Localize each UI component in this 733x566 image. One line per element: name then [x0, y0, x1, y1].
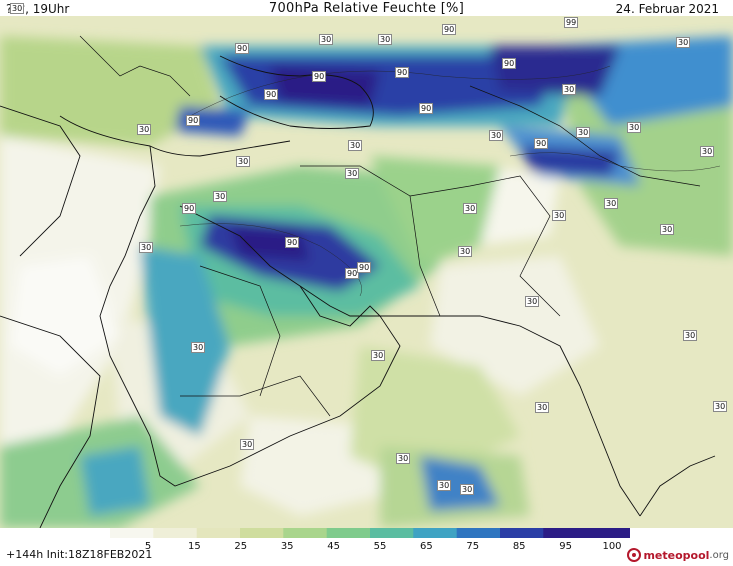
- contour-label: 90: [534, 138, 549, 149]
- contour-label: 30: [437, 480, 452, 491]
- contour-label: 30: [396, 453, 411, 464]
- legend-color-box: [326, 528, 371, 538]
- legend-tick: 75: [466, 541, 480, 552]
- init-time: +144h Init:18Z18FEB2021: [6, 548, 153, 561]
- forecast-date: 24. Februar 2021: [615, 2, 719, 16]
- contour-label: 99: [564, 17, 579, 28]
- contour-label: 90: [502, 58, 517, 69]
- legend-color-box: [196, 528, 241, 538]
- contour-label: 30: [660, 224, 675, 235]
- contour-label: 30: [552, 210, 567, 221]
- legend-tick: 25: [234, 541, 248, 552]
- logo-text: meteopool: [643, 548, 710, 562]
- humidity-map: [0, 16, 733, 528]
- contour-label: 30: [535, 402, 550, 413]
- contour-label: 30: [378, 34, 393, 45]
- contour-label: 30: [576, 127, 591, 138]
- legend-tick: 65: [420, 541, 433, 552]
- contour-label: 30: [627, 122, 642, 133]
- contour-label: 30: [460, 484, 475, 495]
- contour-label: 90: [264, 89, 279, 100]
- contour-label: 90: [285, 237, 300, 248]
- legend-color-box: [283, 528, 328, 538]
- contour-label: 30: [676, 37, 691, 48]
- legend-color-box: [543, 528, 588, 538]
- contour-label: 90: [312, 71, 327, 82]
- legend-tick: 15: [188, 541, 201, 552]
- legend-color-box: [240, 528, 284, 538]
- legend-tick: 35: [280, 541, 294, 552]
- contour-label: 30: [240, 439, 255, 450]
- legend-tick: 55: [373, 541, 387, 552]
- legend-color-box: [413, 528, 458, 538]
- legend-color-box: [153, 528, 198, 538]
- legend-tick: 100: [602, 541, 622, 552]
- contour-label: 30: [319, 34, 334, 45]
- legend-tick: 45: [327, 541, 340, 552]
- contour-label: 90: [235, 43, 250, 54]
- contour-label: 90: [357, 262, 372, 273]
- legend-tick: 85: [512, 541, 526, 552]
- contour-label: 30: [10, 3, 25, 14]
- humidity-field: [0, 36, 733, 528]
- contour-label: 30: [371, 350, 386, 361]
- legend-color-box: [500, 528, 544, 538]
- contour-label: 30: [489, 130, 504, 141]
- contour-label: 90: [186, 115, 201, 126]
- contour-label: 30: [191, 342, 206, 353]
- contour-label: 30: [345, 168, 360, 179]
- contour-label: 30: [683, 330, 698, 341]
- contour-label: 90: [182, 203, 197, 214]
- meteopool-logo[interactable]: meteopool .org: [627, 546, 729, 564]
- legend-color-box: [370, 528, 414, 538]
- color-legend: [110, 528, 630, 538]
- contour-label: 90: [395, 67, 410, 78]
- contour-label: 90: [419, 103, 434, 114]
- logo-tld: .org: [709, 549, 729, 561]
- legend-color-box: [586, 528, 630, 538]
- contour-label: 90: [442, 24, 457, 35]
- legend-tick-labels: 5 15 25 35 45 55 65 75 85 95 100: [110, 541, 630, 555]
- contour-lines: [179, 65, 721, 297]
- contour-label: 30: [236, 156, 251, 167]
- contour-label: 30: [525, 296, 540, 307]
- contour-label: 30: [137, 124, 152, 135]
- contour-label: 30: [213, 191, 228, 202]
- contour-label: 30: [562, 84, 577, 95]
- legend-tick: 5: [144, 541, 152, 552]
- contour-label: 30: [463, 203, 478, 214]
- contour-label: 30: [139, 242, 154, 253]
- contour-label: 30: [604, 198, 619, 209]
- logo-ring-icon: [627, 548, 642, 562]
- map-title: 700hPa Relative Feuchte [%]: [268, 1, 465, 16]
- contour-label: 90: [345, 268, 360, 279]
- legend-color-box: [110, 528, 154, 538]
- legend-tick: 95: [559, 541, 572, 552]
- contour-label: 30: [348, 140, 363, 151]
- coastlines-borders: [0, 35, 716, 528]
- legend-color-box: [456, 528, 501, 538]
- contour-label: 30: [713, 401, 728, 412]
- contour-label: 30: [458, 246, 473, 257]
- contour-label: 30: [700, 146, 715, 157]
